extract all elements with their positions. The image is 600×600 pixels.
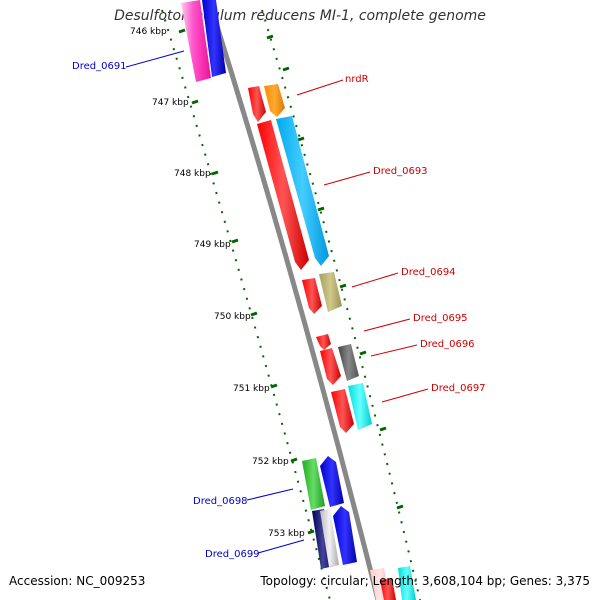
cds-dred-0696[interactable] (338, 344, 359, 381)
kbp-major-ticks (178, 28, 315, 535)
outer-major-ticks (266, 34, 404, 510)
gene-label-dred-0695[interactable]: Dred_0695 (413, 313, 468, 324)
accession-label: Accession: NC_009253 (9, 574, 146, 588)
kbp-label-748: 748 kbp (174, 169, 211, 179)
gene-label-dred-0693[interactable]: Dred_0693 (373, 166, 428, 177)
gene-label-nrdR[interactable]: nrdR (345, 74, 369, 85)
cds-bottom-cyan[interactable] (398, 566, 416, 600)
genome-backbone (209, 9, 381, 600)
gene-label-dred-0699[interactable]: Dred_0699 (205, 549, 260, 560)
kbp-label-753: 753 kbp (268, 529, 305, 539)
cds-red-748-long[interactable] (257, 120, 309, 270)
gene-label-dred-0694[interactable]: Dred_0694 (401, 267, 456, 278)
kbp-label-747: 747 kbp (152, 98, 189, 108)
cds-dred-0699-silver[interactable] (320, 509, 339, 567)
cds-dred-0699-blue[interactable] (333, 506, 357, 565)
kbp-label-750: 750 kbp (214, 312, 251, 322)
cds-dred-0691-blue[interactable] (202, 0, 226, 77)
callout-lines (125, 50, 429, 554)
cds-dred-0694[interactable] (319, 272, 342, 312)
gene-label-dred-0691[interactable]: Dred_0691 (72, 61, 127, 72)
cds-dred-0698-green[interactable] (302, 458, 325, 510)
topology-label: Topology: circular; Length: 3,608,104 bp… (260, 574, 590, 588)
cds-dred-0691-pink[interactable] (181, 0, 211, 82)
cds-red-751-b[interactable] (331, 389, 354, 433)
kbp-label-751: 751 kbp (233, 384, 270, 394)
cds-red-747-inner[interactable] (248, 86, 266, 122)
cds-dred-0695-small[interactable] (316, 334, 331, 350)
gene-label-dred-0696[interactable]: Dred_0696 (420, 339, 475, 350)
cds-bottom-red[interactable] (380, 578, 396, 600)
cds-red-751-a[interactable] (320, 348, 341, 385)
cds-nrdR[interactable] (264, 84, 285, 117)
gene-label-dred-0698[interactable]: Dred_0698 (193, 496, 248, 507)
cds-dred-0698-blue[interactable] (320, 456, 344, 507)
cds-red-750-a[interactable] (302, 278, 322, 314)
cds-dred-0697[interactable] (348, 383, 372, 430)
kbp-label-752: 752 kbp (252, 457, 289, 467)
gene-label-dred-0697[interactable]: Dred_0697 (431, 383, 486, 394)
kbp-label-749: 749 kbp (194, 240, 231, 250)
kbp-label-746: 746 kbp (130, 27, 167, 37)
cds-dred-0693[interactable] (276, 116, 329, 266)
